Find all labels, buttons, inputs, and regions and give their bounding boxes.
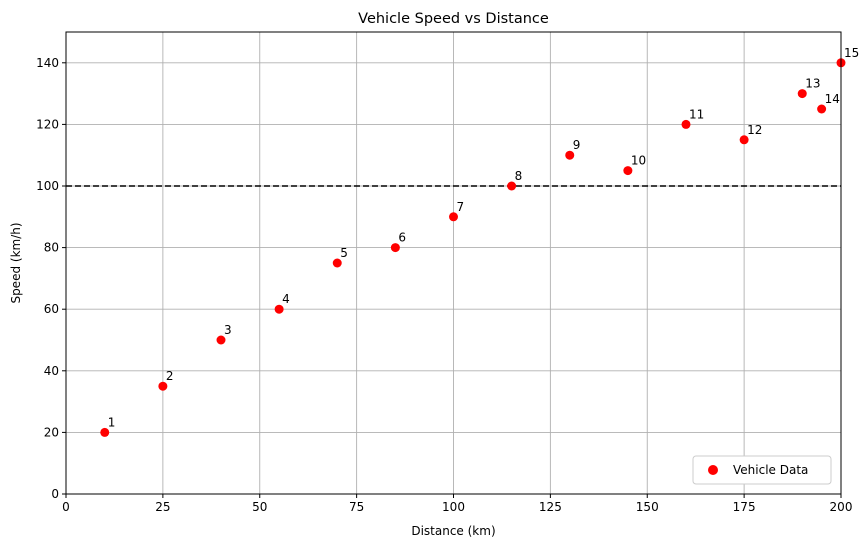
data-point <box>449 212 458 222</box>
data-point <box>739 135 749 145</box>
data-point-label: 6 <box>398 231 406 245</box>
y-axis-ticks: 0 20 40 60 80 100 120 140 <box>36 56 66 501</box>
x-axis-label: Distance (km) <box>411 524 495 538</box>
data-point <box>158 381 168 391</box>
data-points <box>100 58 846 437</box>
data-point <box>681 119 691 129</box>
data-point <box>274 304 284 314</box>
data-point <box>817 104 827 114</box>
y-tick-label: 100 <box>36 179 59 193</box>
data-point-label: 4 <box>282 292 290 306</box>
x-tick-label: 150 <box>636 500 659 514</box>
data-point-label: 1 <box>108 415 116 429</box>
data-point-label: 7 <box>457 200 465 214</box>
data-point-label: 13 <box>805 77 820 91</box>
legend-marker <box>708 465 718 475</box>
x-tick-label: 175 <box>733 500 756 514</box>
data-point-label: 3 <box>224 323 232 337</box>
data-point-label: 11 <box>689 107 704 121</box>
x-tick-label: 0 <box>62 500 70 514</box>
data-point <box>507 181 517 191</box>
data-point-label: 8 <box>515 169 523 183</box>
legend: Vehicle Data <box>692 455 832 485</box>
x-tick-label: 125 <box>539 500 562 514</box>
x-tick-label: 200 <box>830 500 853 514</box>
data-point <box>216 335 226 345</box>
y-tick-label: 140 <box>36 56 59 70</box>
chart-title: Vehicle Speed vs Distance <box>358 11 549 27</box>
data-point-label: 12 <box>747 123 762 137</box>
y-tick-label: 20 <box>44 425 59 439</box>
data-point <box>623 166 633 176</box>
legend-label: Vehicle Data <box>733 463 808 477</box>
x-tick-label: 100 <box>442 500 465 514</box>
y-tick-label: 120 <box>36 117 59 131</box>
data-point-label: 10 <box>631 154 646 168</box>
grid <box>65 32 842 495</box>
y-axis-label: Speed (km/h) <box>9 222 23 303</box>
data-point <box>565 150 575 160</box>
x-tick-label: 50 <box>252 500 267 514</box>
data-point-label: 14 <box>825 92 840 106</box>
y-tick-label: 40 <box>44 364 59 378</box>
x-tick-label: 25 <box>155 500 170 514</box>
y-tick-label: 0 <box>51 487 59 501</box>
data-point <box>390 243 400 253</box>
y-tick-label: 80 <box>44 241 59 255</box>
data-point <box>797 89 807 99</box>
data-point-label: 5 <box>340 246 348 260</box>
legend-box <box>692 455 832 485</box>
data-point-label: 15 <box>844 46 859 60</box>
data-point-label: 2 <box>166 369 174 383</box>
x-axis-ticks: 0 25 50 75 100 125 150 175 200 <box>62 494 852 514</box>
data-point <box>332 258 342 268</box>
x-tick-label: 75 <box>349 500 364 514</box>
data-point-label: 9 <box>573 138 581 152</box>
y-tick-label: 60 <box>44 302 59 316</box>
data-point <box>100 427 110 437</box>
